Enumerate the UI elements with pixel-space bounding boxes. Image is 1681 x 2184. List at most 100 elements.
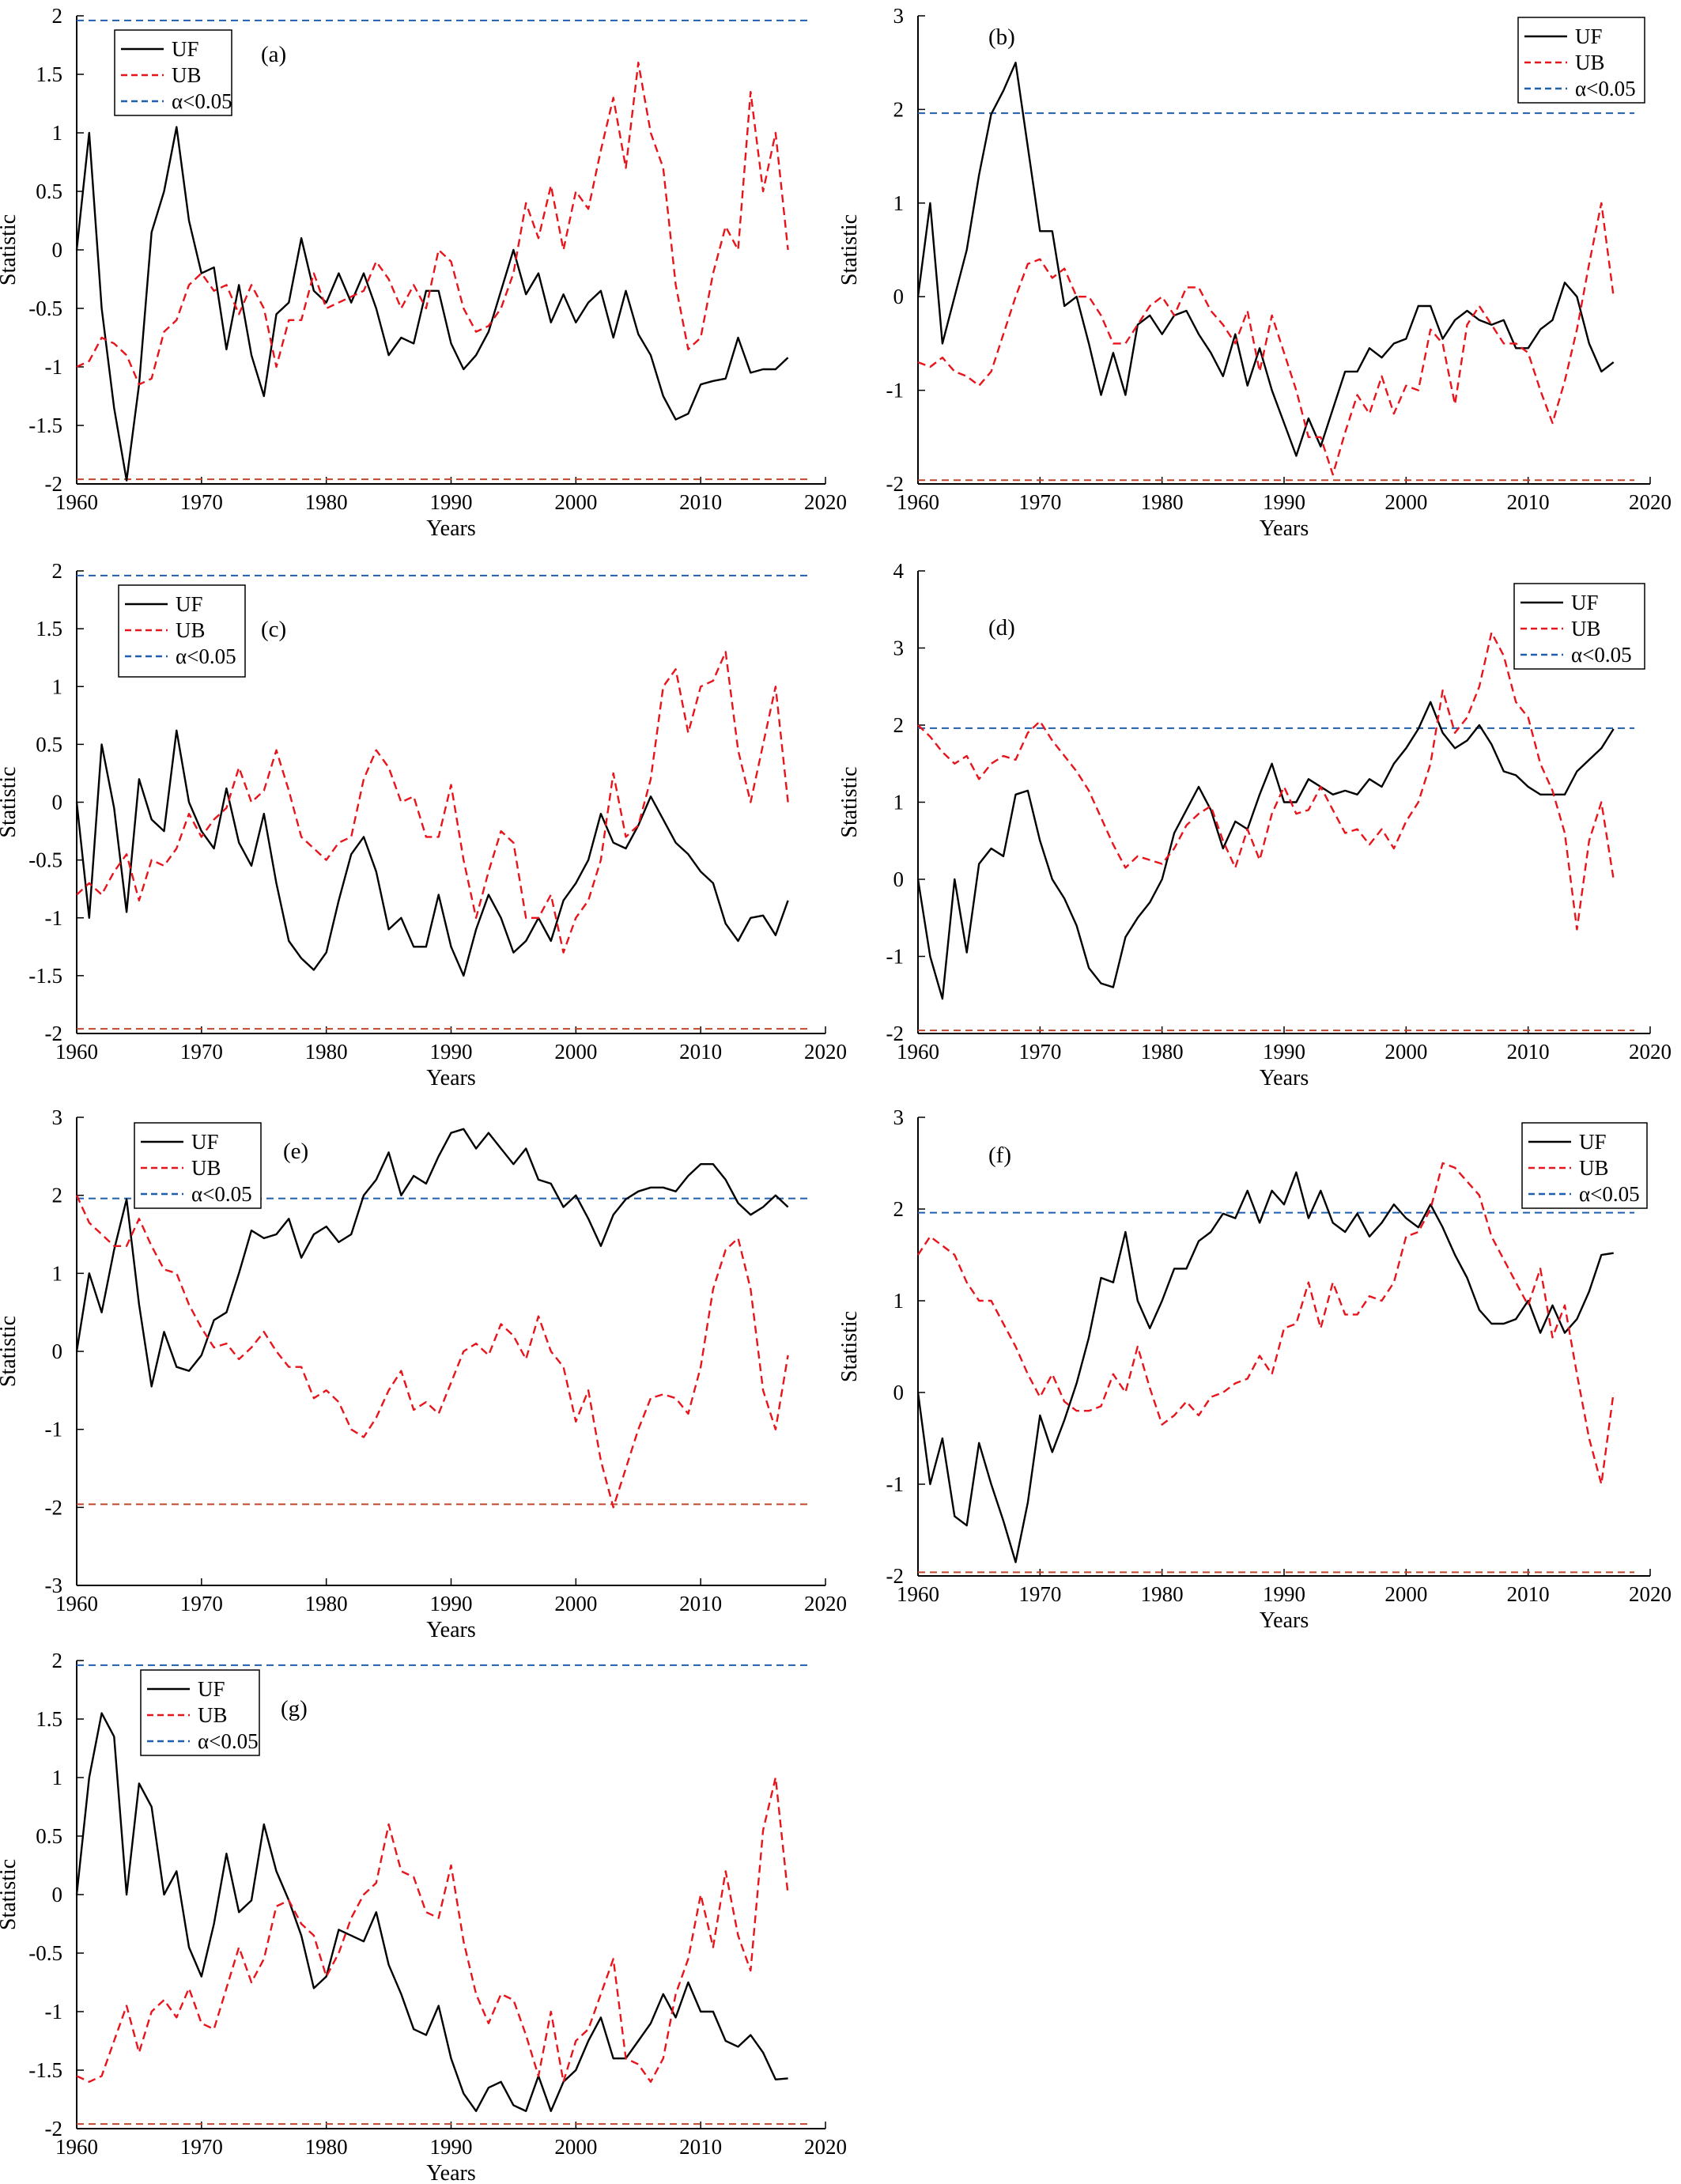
x-tick-label: 1970	[1018, 1582, 1061, 1606]
y-tick-label: 1.5	[36, 1707, 62, 1731]
x-tick-label: 1980	[305, 1040, 348, 1064]
x-axis-label: Years	[1260, 1608, 1309, 1633]
x-tick-label: 1980	[1141, 1582, 1184, 1606]
y-tick-label: -1	[886, 379, 905, 402]
x-tick-label: 1990	[1263, 1040, 1305, 1064]
x-tick-label: 2000	[554, 490, 597, 514]
y-tick-label: 0	[893, 867, 905, 891]
legend-label: UF	[191, 1130, 219, 1154]
y-tick-label: -1	[45, 2000, 63, 2023]
x-tick-label: 2010	[679, 1040, 722, 1064]
y-tick-label: 2	[52, 1184, 63, 1207]
x-axis-label: Years	[426, 1618, 476, 1642]
ub-series-line	[917, 631, 1615, 931]
y-axis-label: Statistic	[0, 214, 21, 285]
x-tick-label: 2020	[804, 1040, 847, 1064]
y-tick-label: -1	[45, 355, 63, 379]
uf-series-line	[75, 1128, 789, 1388]
y-tick-label: -0.5	[28, 848, 62, 872]
y-tick-label: 0.5	[36, 732, 62, 756]
x-tick-label: 1970	[180, 1592, 223, 1615]
x-tick-label: 1960	[55, 1040, 98, 1064]
panel-label: (d)	[988, 615, 1015, 640]
legend-label: α<0.05	[191, 1182, 252, 1206]
legend-label: UF	[198, 1677, 225, 1701]
y-tick-label: -2	[45, 472, 63, 496]
x-tick-label: 2010	[679, 1592, 722, 1615]
legend-label: α<0.05	[1575, 77, 1636, 100]
ub-series-line	[75, 1195, 789, 1509]
x-tick-label: 2010	[679, 490, 722, 514]
x-tick-label: 2000	[554, 2135, 597, 2159]
y-axis-label: Statistic	[837, 766, 862, 837]
panel-label: (f)	[988, 1143, 1011, 1168]
y-tick-label: 0	[52, 1883, 63, 1906]
x-tick-label: 2000	[1384, 490, 1427, 514]
chart-panel-2: -2 -1 0 1 2 3 1960 1970 1980 1990 2000 2010 2020 Year…	[837, 4, 1672, 541]
y-tick-label: 2	[893, 97, 905, 121]
y-tick-label: 1	[52, 1766, 63, 1789]
y-tick-label: 2	[893, 713, 905, 737]
y-tick-label: 0	[52, 1339, 63, 1363]
legend-label: α<0.05	[172, 89, 232, 113]
x-tick-label: 2020	[1629, 1040, 1672, 1064]
x-tick-label: 1990	[1263, 1582, 1305, 1606]
y-tick-label: -2	[45, 1022, 63, 1045]
x-tick-label: 1980	[305, 2135, 348, 2159]
y-tick-label: -1	[886, 1472, 905, 1496]
y-tick-label: -0.5	[28, 1941, 62, 1965]
x-axis-label: Years	[426, 516, 476, 541]
y-tick-label: 0	[52, 791, 63, 814]
y-tick-label: 1	[52, 674, 63, 698]
legend-label: α<0.05	[198, 1729, 259, 1753]
legend-label: UF	[1575, 25, 1603, 48]
legend-label: UB	[1579, 1156, 1609, 1180]
x-tick-label: 2020	[804, 2135, 847, 2159]
x-axis-label: Years	[1260, 1066, 1309, 1090]
y-tick-label: -2	[886, 1564, 905, 1588]
ub-series-line	[76, 61, 789, 386]
ub-series-line	[917, 1162, 1615, 1486]
uf-series-line	[75, 126, 789, 482]
y-tick-label: 2	[893, 1197, 905, 1221]
y-tick-label: 4	[893, 559, 905, 583]
panel-label: (b)	[988, 25, 1015, 50]
y-tick-label: 1.5	[36, 617, 62, 640]
chart-panel-1: -2 -1.5 -1 -0.5 0 0.5 1 1.5 2 1960 1970 1980 1990 200…	[0, 4, 847, 541]
x-tick-label: 2010	[1507, 490, 1550, 514]
x-tick-label: 2020	[1629, 1582, 1672, 1606]
uf-series-line	[916, 1171, 1614, 1563]
y-tick-label: 0	[52, 238, 63, 262]
y-tick-label: -2	[45, 1495, 63, 1519]
x-tick-label: 1960	[55, 1592, 98, 1615]
x-tick-label: 1970	[180, 1040, 223, 1064]
legend-label: UF	[172, 37, 199, 61]
x-tick-label: 2010	[1507, 1582, 1550, 1606]
x-tick-label: 1990	[1263, 490, 1305, 514]
chart-panel-7: -2 -1.5 -1 -0.5 0 0.5 1 1.5 2 1960 1970 1980 1990 200…	[0, 1649, 847, 2184]
y-axis-label: Statistic	[837, 1311, 862, 1382]
x-tick-label: 1960	[897, 490, 939, 514]
y-tick-label: 1	[52, 1261, 63, 1285]
y-tick-label: 0.5	[36, 1824, 62, 1848]
y-tick-label: 2	[52, 1649, 63, 1672]
x-tick-label: 2010	[1507, 1040, 1550, 1064]
y-tick-label: -1	[886, 945, 905, 969]
y-tick-label: 3	[893, 1105, 905, 1129]
x-tick-label: 1960	[55, 2135, 98, 2159]
x-tick-label: 1970	[180, 2135, 223, 2159]
x-tick-label: 2020	[1629, 490, 1672, 514]
x-tick-label: 1960	[897, 1582, 939, 1606]
y-tick-label: 0	[893, 285, 905, 308]
x-tick-label: 1990	[430, 2135, 473, 2159]
x-tick-label: 1970	[180, 490, 223, 514]
panel-label: (a)	[261, 42, 286, 67]
y-tick-label: -0.5	[28, 297, 62, 320]
y-tick-label: 1	[893, 1289, 905, 1313]
y-tick-label: -1.5	[28, 2058, 62, 2082]
chart-panel-3: -2 -1.5 -1 -0.5 0 0.5 1 1.5 2 1960 1970 1980 1990 200…	[0, 559, 847, 1090]
x-axis-label: Years	[426, 2161, 476, 2184]
